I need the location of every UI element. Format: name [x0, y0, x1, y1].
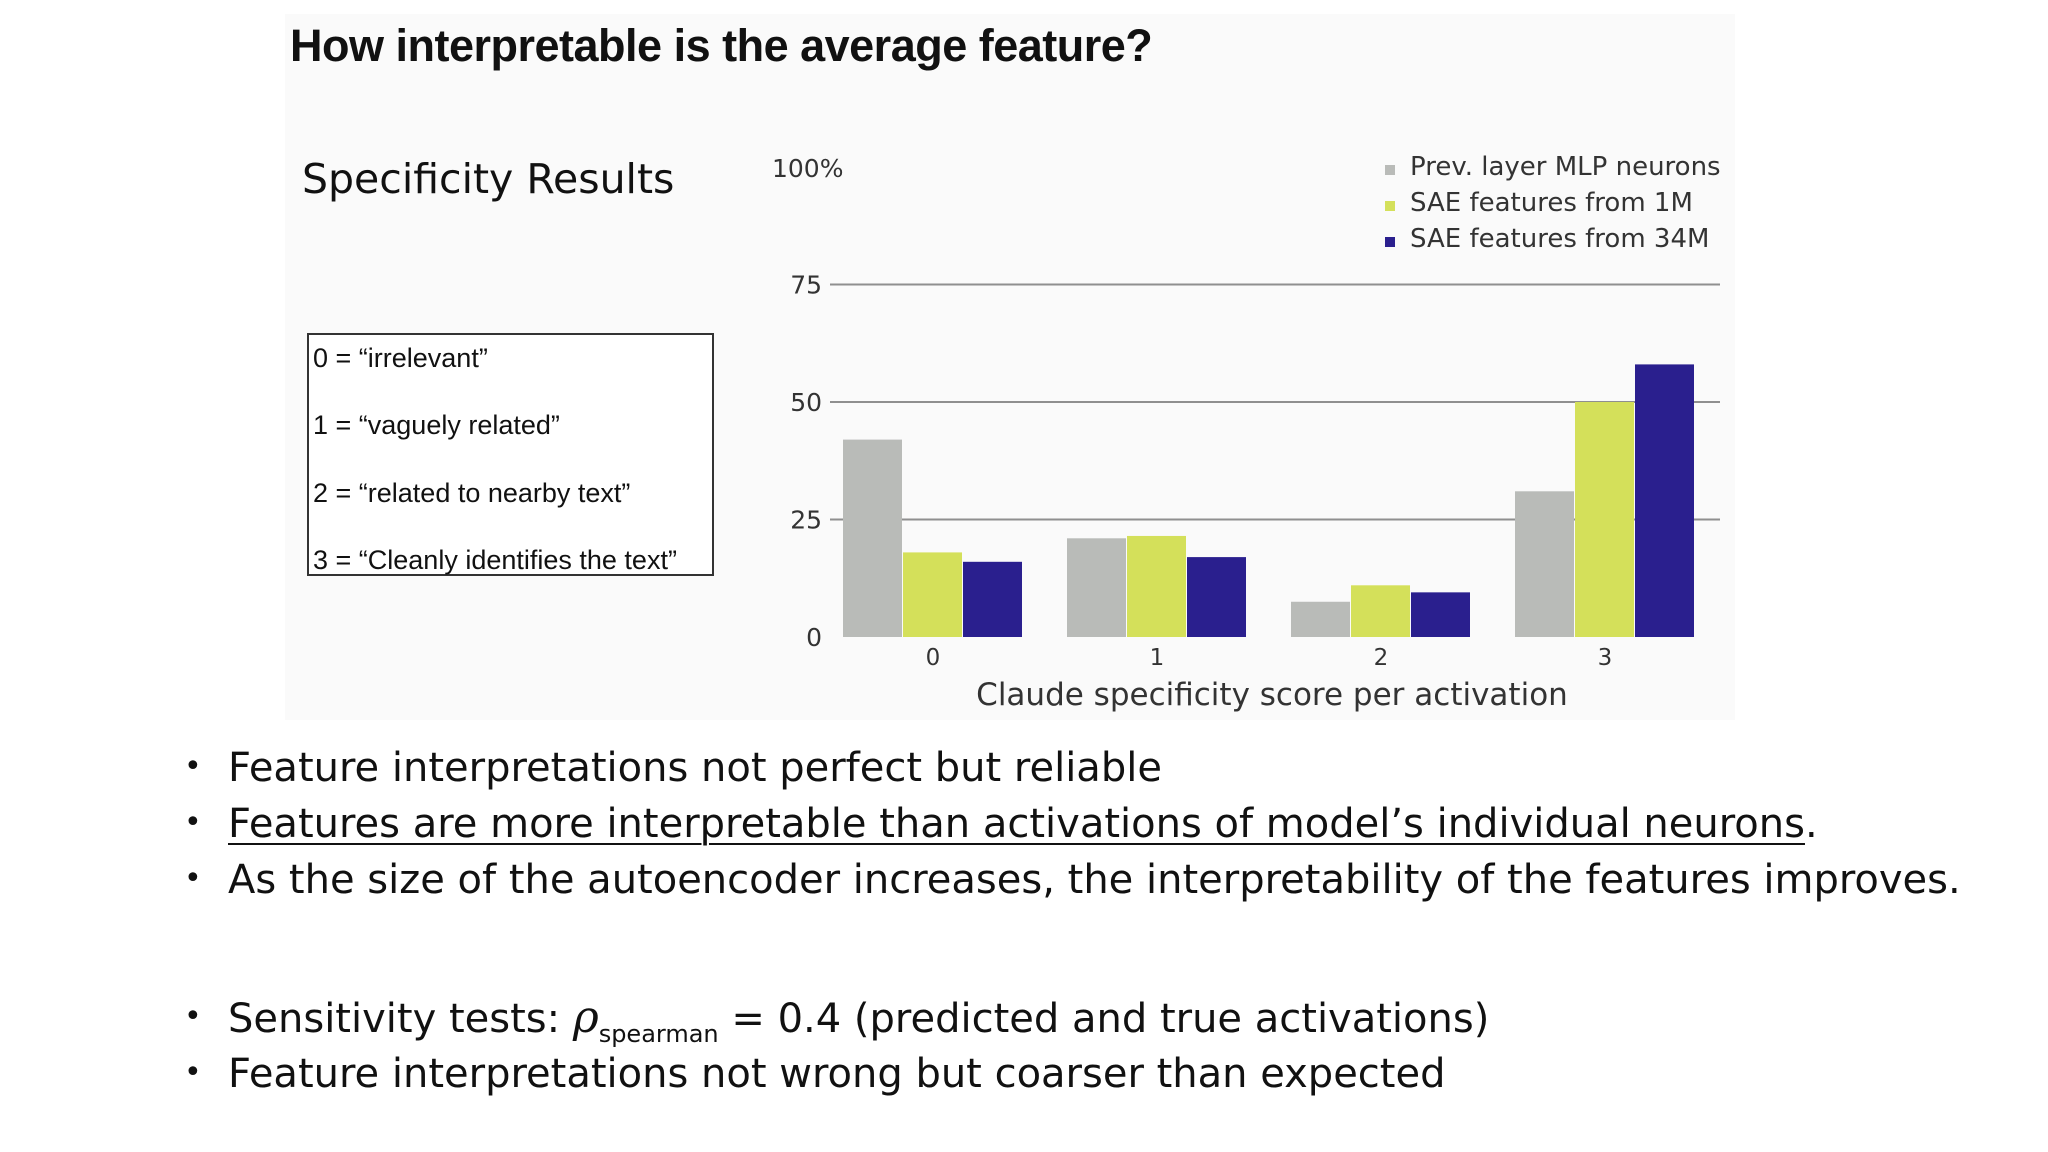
y-tick-label: 75	[790, 271, 822, 300]
bullet-list: • Feature interpretations not perfect bu…	[180, 740, 1961, 908]
bullet-trail: .	[1804, 801, 1818, 847]
bar	[843, 439, 902, 637]
bullet-dot: •	[184, 749, 202, 784]
rho-symbol: ρ	[572, 992, 599, 1043]
bullet-item: • Feature interpretations not perfect bu…	[180, 740, 1961, 796]
sensitivity-prefix: Sensitivity tests:	[228, 996, 573, 1042]
bullet-text: Feature interpretations not perfect but …	[228, 745, 1162, 791]
bar	[1575, 402, 1634, 637]
x-tick-label: 0	[926, 645, 941, 671]
legend-swatch	[1385, 237, 1395, 247]
bullet-underlined-text: Features are more interpretable than act…	[228, 801, 1805, 847]
specificity-title: Specificity Results	[302, 155, 675, 203]
bar	[1411, 592, 1470, 637]
y-tick-label: 100%	[772, 154, 843, 183]
bullet-item: • Sensitivity tests: ρspearman = 0.4 (pr…	[180, 990, 1490, 1048]
score-legend-item: 1 = “vaguely related”	[313, 410, 560, 440]
sensitivity-suffix: = 0.4 (predicted and true activations)	[718, 996, 1490, 1042]
x-tick-label: 1	[1150, 645, 1165, 671]
legend-label: SAE features from 1M	[1410, 188, 1693, 218]
bar	[1067, 538, 1126, 637]
bullet-dot: •	[184, 861, 202, 896]
bullet-list-secondary: • Sensitivity tests: ρspearman = 0.4 (pr…	[180, 990, 1489, 1102]
legend-swatch	[1385, 201, 1395, 211]
y-tick-label: 0	[806, 623, 822, 652]
bullet-item: • Feature interpretations not wrong but …	[180, 1046, 1489, 1102]
bar-chart: 0 25 50 75 100% 0 1 2 3 Claude specificity score …	[772, 152, 1721, 713]
legend-swatch	[1385, 165, 1395, 175]
bullet-item: • As the size of the autoencoder increas…	[180, 852, 1961, 908]
bullet-dot: •	[184, 1055, 202, 1090]
bar	[1127, 535, 1186, 637]
y-tick-label: 25	[790, 506, 822, 535]
bar	[903, 552, 962, 637]
bar	[1515, 491, 1574, 637]
slide-heading: How interpretable is the average feature…	[290, 20, 1153, 71]
bar	[963, 561, 1022, 637]
y-tick-label: 50	[790, 388, 822, 417]
bar	[1635, 364, 1694, 637]
score-legend-item: 3 = “Cleanly identifies the text”	[313, 545, 677, 575]
score-legend-item: 2 = “related to nearby text”	[313, 478, 631, 508]
legend-label: Prev. layer MLP neurons	[1410, 152, 1721, 182]
bullet-dot: •	[184, 999, 202, 1034]
bullet-text: Feature interpretations not wrong but co…	[228, 1051, 1446, 1097]
x-tick-label: 3	[1598, 645, 1613, 671]
bullet-text: As the size of the autoencoder increases…	[228, 857, 1961, 903]
x-axis-label: Claude specificity score per activation	[976, 677, 1568, 713]
bar	[1291, 601, 1350, 637]
x-tick-label: 2	[1374, 645, 1389, 671]
rho-subscript: spearman	[598, 1020, 719, 1048]
score-legend-box: 0 = “irrelevant” 1 = “vaguely related” 2…	[307, 333, 714, 576]
bullet-dot: •	[184, 805, 202, 840]
bar	[1187, 557, 1246, 637]
bullet-item: • Features are more interpretable than a…	[180, 796, 1961, 852]
legend-label: SAE features from 34M	[1410, 224, 1709, 254]
bar	[1351, 585, 1410, 637]
score-legend-item: 0 = “irrelevant”	[313, 343, 488, 373]
